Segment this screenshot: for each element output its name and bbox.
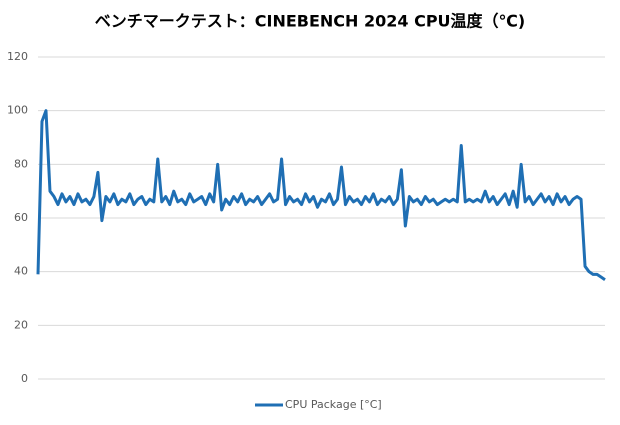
y-tick-label: 60	[14, 211, 28, 224]
data-line	[36, 109, 606, 281]
y-tick-label: 100	[7, 104, 28, 117]
y-tick-label: 40	[14, 265, 28, 278]
y-tick-label: 120	[7, 50, 28, 63]
y-tick-label: 20	[14, 318, 28, 331]
legend-label: CPU Package [°C]	[285, 398, 382, 411]
y-tick-label: 0	[21, 372, 28, 385]
chart-title: ベンチマークテスト：CINEBENCH 2024 CPU温度（℃)	[95, 12, 526, 31]
y-tick-label: 80	[14, 157, 28, 170]
